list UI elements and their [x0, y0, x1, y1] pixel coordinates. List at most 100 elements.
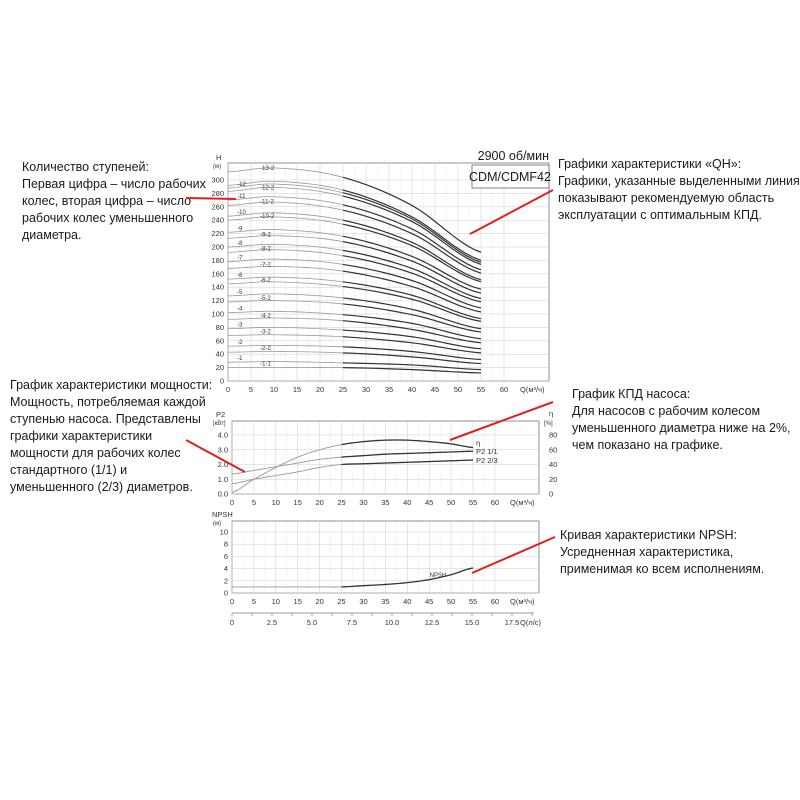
- x-tick-label: 10: [270, 385, 278, 394]
- annotation-line: Графики характеристики «QH»:: [558, 157, 741, 171]
- stage-label: -4-2: [260, 313, 271, 319]
- qh-curve-highlight: [342, 255, 482, 303]
- qh-curve-highlight: [342, 235, 482, 290]
- qh-curve: [227, 310, 344, 316]
- stage-label: -7: [237, 256, 243, 262]
- qh-curve-highlight: [342, 285, 482, 322]
- annotation-line: Усредненная характеристика,: [560, 545, 733, 559]
- x-tick-label: 15: [294, 597, 302, 606]
- qh-curve-highlight: [342, 320, 482, 344]
- stage-label: -2-2: [260, 346, 271, 352]
- qh-curve-highlight: [342, 346, 482, 361]
- model-title: CDM/CDMF42: [469, 170, 551, 184]
- annotation-line: диаметра.: [22, 228, 81, 242]
- annotation-npsh: Кривая характеристики NPSH: Усредненная …: [471, 528, 764, 576]
- stage-label: -2: [237, 340, 243, 346]
- x-tick-label: 5: [249, 385, 253, 394]
- model-box: [471, 164, 550, 189]
- x-tick-label: 25: [339, 385, 347, 394]
- annotation-line: Количество ступеней:: [22, 160, 149, 174]
- x-tick-label: 5: [252, 597, 256, 606]
- annotation-line: уменьшенного диаметра ниже на 2%,: [572, 421, 791, 435]
- stage-label: -1: [237, 356, 243, 362]
- annotation-line: рабочих колес уменьшенного: [22, 211, 193, 225]
- stage-label: -6-2: [260, 278, 271, 284]
- y2-tick-label: 0: [549, 490, 553, 499]
- annotation-line: колес, вторая цифра – число: [22, 194, 191, 208]
- qh-curve: [227, 235, 344, 243]
- annotation-line: Первая цифра – число рабочих: [22, 177, 207, 191]
- series-label: P2 2/3: [476, 456, 498, 465]
- stage-label: -3: [237, 323, 243, 329]
- x-tick-label: 60: [491, 597, 499, 606]
- annotation-line: Мощность, потребляемая каждой: [10, 395, 206, 409]
- series-line: [231, 456, 342, 475]
- pointer-line: [185, 439, 246, 473]
- qh-curve: [227, 212, 344, 221]
- x-tick-label: 60: [500, 385, 508, 394]
- y-tick-label: 0: [224, 589, 228, 598]
- annotation-efficiency: График КПД насоса: Для насосов с рабочим…: [449, 387, 791, 452]
- qh-curve-highlight: [342, 249, 482, 300]
- x-tick-label: 20: [315, 498, 323, 507]
- x-tick-label: 45: [425, 597, 433, 606]
- annotation-line: чем показано на графике.: [572, 438, 723, 452]
- y-tick-label: 0.0: [218, 490, 228, 499]
- x-tick-label: 55: [469, 498, 477, 507]
- y-axis-label: H: [216, 153, 221, 162]
- stage-label: -7-2: [260, 262, 271, 268]
- qh-curve: [227, 183, 344, 194]
- pointer-line: [185, 197, 237, 200]
- series-line-highlight: [341, 450, 474, 458]
- x-tick-label: 0: [230, 498, 234, 507]
- y2-axis-label: η: [549, 409, 553, 418]
- qh-curve-highlight: [342, 189, 482, 261]
- y-tick-label: 6: [224, 552, 228, 561]
- pointer-line: [471, 536, 556, 574]
- x-tick-label: 60: [491, 498, 499, 507]
- qh-curve: [227, 258, 344, 265]
- y-axis-unit: (м): [213, 164, 221, 170]
- annotation-line: показывают рекомендуемую область: [558, 191, 774, 205]
- y2-tick-label: 80: [549, 431, 557, 440]
- y-tick-label: 2: [224, 576, 228, 585]
- stage-label: -3-2: [260, 329, 271, 335]
- qh-curve-highlight: [342, 281, 482, 320]
- y-tick-label: 140: [211, 283, 224, 292]
- qh-curve: [227, 361, 344, 364]
- annotation-line: применимая ко всем исполнениям.: [560, 562, 764, 576]
- y-tick-label: 4.0: [218, 431, 228, 440]
- qh-chart: 0 5 10 15 20 25 30 35 40 45 50 55 60 0 20 40 60 80 100 120 1…: [211, 149, 551, 394]
- qh-curve: [227, 180, 344, 191]
- series-line: [231, 444, 342, 493]
- qh-curve: [227, 276, 344, 283]
- x-tick-label: 50: [447, 498, 455, 507]
- stage-label: -4: [237, 307, 243, 313]
- annotation-line: Кривая характеристики NPSH:: [560, 528, 737, 542]
- stage-label: -5-2: [260, 296, 271, 302]
- y-tick-label: 4: [224, 564, 228, 573]
- qh-curve-highlight: [342, 219, 482, 281]
- pointer-line: [449, 401, 554, 441]
- qh-curve-highlight: [342, 336, 482, 354]
- y-tick-label: 10: [220, 528, 228, 537]
- x-tick-label: 30: [359, 597, 367, 606]
- annotation-line: стандартного (1/1) и: [10, 463, 127, 477]
- qh-curve-highlight: [342, 176, 482, 253]
- qh-curve: [227, 293, 344, 299]
- secondary-x-tick-label: 2.5: [267, 618, 277, 627]
- x-tick-label: 0: [226, 385, 230, 394]
- y2-tick-label: 20: [549, 475, 557, 484]
- stage-label: -12-2: [260, 185, 275, 191]
- x-tick-label: 15: [294, 498, 302, 507]
- x-tick-label: 35: [381, 597, 389, 606]
- secondary-x-tick-label: 10.0: [385, 618, 400, 627]
- power-efficiency-chart: 0 5 10 15 20 25 30 35 40 45 50 55 60 0.0 1.0 2.0 3.0 4.0 0…: [213, 409, 557, 507]
- plot-frame: [227, 162, 550, 382]
- annotation-line: мощности для рабочих колес: [10, 446, 181, 460]
- y-tick-label: 80: [216, 323, 224, 332]
- y-axis-unit: (м): [213, 521, 221, 527]
- qh-curve-highlight: [342, 241, 482, 294]
- qh-curve: [227, 243, 344, 251]
- secondary-x-axis-label: Q(л/с): [520, 618, 542, 627]
